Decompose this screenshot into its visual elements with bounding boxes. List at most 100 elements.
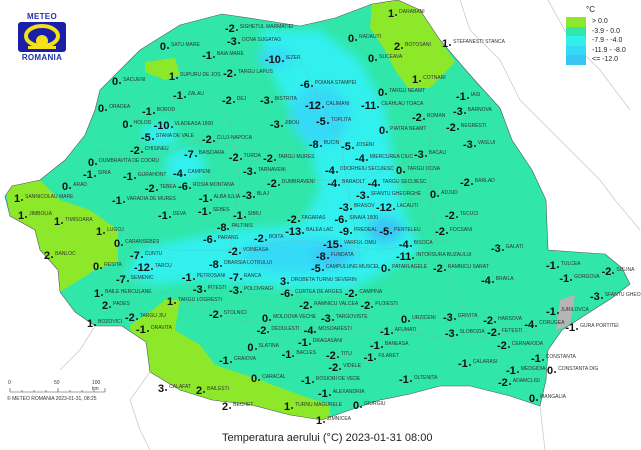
station-temperature: -1 bbox=[559, 273, 570, 286]
station-temperature: -5 bbox=[316, 116, 326, 128]
station-name: Pades bbox=[113, 300, 130, 307]
station-marker: 0 Moldova Veche bbox=[262, 312, 316, 324]
station-name: Stana de Vale bbox=[155, 133, 194, 140]
station-temperature: -7 bbox=[130, 250, 140, 263]
station-temperature: 3 bbox=[280, 275, 287, 288]
station-marker: -2 Cernavoda bbox=[497, 339, 543, 352]
station-temperature: -2 bbox=[225, 23, 235, 35]
station-temperature: 0 bbox=[378, 86, 385, 99]
station-temperature: -2 bbox=[130, 144, 140, 157]
station-dot-icon bbox=[409, 380, 412, 382]
station-dot-icon bbox=[168, 216, 171, 218]
station-name: Bozovici bbox=[98, 319, 123, 325]
station-marker: 0 Sacueni bbox=[112, 75, 146, 88]
station-marker: 1 Darabani bbox=[388, 7, 425, 20]
station-temperature: 1 bbox=[54, 216, 61, 228]
station-marker: -13 Balea Lac bbox=[285, 225, 333, 238]
station-name: Varful Omu bbox=[343, 239, 377, 246]
station-name: Intorsura Buzaului bbox=[416, 251, 472, 258]
station-marker: 3 Calafat bbox=[158, 382, 191, 395]
station-dot-icon bbox=[508, 383, 511, 386]
station-name: Ceahlau Toaca bbox=[381, 100, 424, 107]
station-marker: -3 Sfantu Gheorghe bbox=[590, 290, 641, 303]
station-dot-icon bbox=[252, 196, 255, 199]
station-temperature: -2 bbox=[328, 361, 339, 374]
station-marker: -3 Pitesti bbox=[193, 283, 227, 295]
station-temperature: -4 bbox=[398, 238, 409, 251]
station-name: Targu Mures bbox=[277, 153, 315, 160]
station-temperature: -3 bbox=[356, 189, 366, 202]
station-temperature: -2 bbox=[299, 300, 310, 313]
station-name: Ploiesti bbox=[375, 301, 398, 308]
station-dot-icon bbox=[323, 420, 326, 423]
station-temperature: -1 bbox=[83, 169, 93, 182]
station-marker: 2 Bechet bbox=[222, 400, 253, 413]
station-dot-icon bbox=[21, 199, 24, 202]
station-name: Baisoara bbox=[198, 150, 225, 156]
lagoon-razim bbox=[556, 295, 575, 330]
station-name: Bacau bbox=[428, 150, 447, 156]
station-temperature: -5 bbox=[141, 132, 151, 145]
legend-swatch bbox=[566, 45, 586, 55]
station-dot-icon bbox=[208, 211, 211, 214]
station-marker: -1 Tulcea bbox=[546, 259, 581, 271]
station-marker: -6 Parang bbox=[203, 233, 239, 245]
station-dot-icon bbox=[209, 199, 212, 202]
station-marker: -12 Lacauti bbox=[376, 201, 418, 215]
station-name: Roman bbox=[426, 113, 446, 120]
station-name: Caransebes bbox=[125, 239, 160, 246]
station-name: Iezer bbox=[285, 55, 301, 61]
station-marker: -4 Braila bbox=[481, 274, 514, 286]
station-marker: -1 Varadia de Mures bbox=[112, 194, 176, 207]
station-name: Cluj-Napoca bbox=[216, 134, 253, 141]
station-name: Gurahont bbox=[137, 172, 167, 178]
station-temperature: 1 bbox=[96, 226, 103, 238]
station-name: Baneasa bbox=[384, 340, 409, 347]
station-dot-icon bbox=[183, 96, 186, 98]
station-marker: -3 Slobozia bbox=[445, 327, 485, 340]
station-dot-icon bbox=[229, 361, 232, 364]
station-marker: -1 Alba Iulia bbox=[199, 192, 240, 205]
station-temperature: 0 bbox=[430, 189, 437, 201]
station-temperature: -2 bbox=[483, 314, 493, 327]
station-marker: -2 Ploiesti bbox=[361, 299, 398, 312]
station-dot-icon bbox=[167, 47, 170, 49]
station-temperature: 0 bbox=[114, 238, 121, 251]
station-marker: 0 Arad bbox=[62, 180, 87, 193]
station-temperature: -2 bbox=[223, 68, 233, 80]
station-temperature: -2 bbox=[263, 152, 273, 165]
station-name: Barnova bbox=[467, 107, 492, 113]
station-dot-icon bbox=[61, 222, 64, 224]
station-name: Campina bbox=[359, 288, 383, 295]
station-name: Grivita bbox=[457, 313, 478, 319]
station-name: Bisoca bbox=[413, 239, 433, 246]
station-dot-icon bbox=[270, 101, 273, 103]
station-dot-icon bbox=[203, 289, 206, 292]
station-temperature: -3 bbox=[339, 202, 349, 215]
station-dot-icon bbox=[253, 171, 256, 174]
station-dot-icon bbox=[390, 332, 393, 335]
station-marker: 0 Mangalia bbox=[529, 392, 566, 405]
station-name: Sacueni bbox=[123, 77, 146, 83]
station-name: Fundata bbox=[330, 251, 354, 258]
station-dot-icon bbox=[339, 367, 342, 370]
station-temperature: -12 bbox=[134, 262, 150, 275]
station-name: Patarlagele bbox=[392, 263, 428, 270]
station-name: Curtea de Arges bbox=[295, 288, 343, 295]
station-name: Ramnicu Sarat bbox=[447, 263, 489, 270]
station-dot-icon bbox=[390, 232, 393, 235]
station-dot-icon bbox=[292, 355, 295, 358]
station-marker: -5 Toplita bbox=[316, 115, 351, 128]
legend: °C > 0.0 -3.9 - 0.0 -7.9 - -4.0 -11.9 - -8.… bbox=[566, 5, 626, 65]
station-name: Predeal bbox=[353, 227, 378, 234]
station-temperature: -3 bbox=[321, 312, 331, 325]
station-dot-icon bbox=[419, 80, 422, 83]
station-temperature: -4 bbox=[173, 167, 183, 180]
station-dot-icon bbox=[51, 256, 54, 258]
station-name: Slatina bbox=[258, 343, 279, 350]
station-temperature: -5 bbox=[379, 226, 390, 239]
station-temperature: -12 bbox=[376, 202, 392, 215]
station-marker: -7 Baisoara bbox=[184, 148, 225, 161]
legend-label: -11.9 - -8.0 bbox=[592, 46, 626, 54]
